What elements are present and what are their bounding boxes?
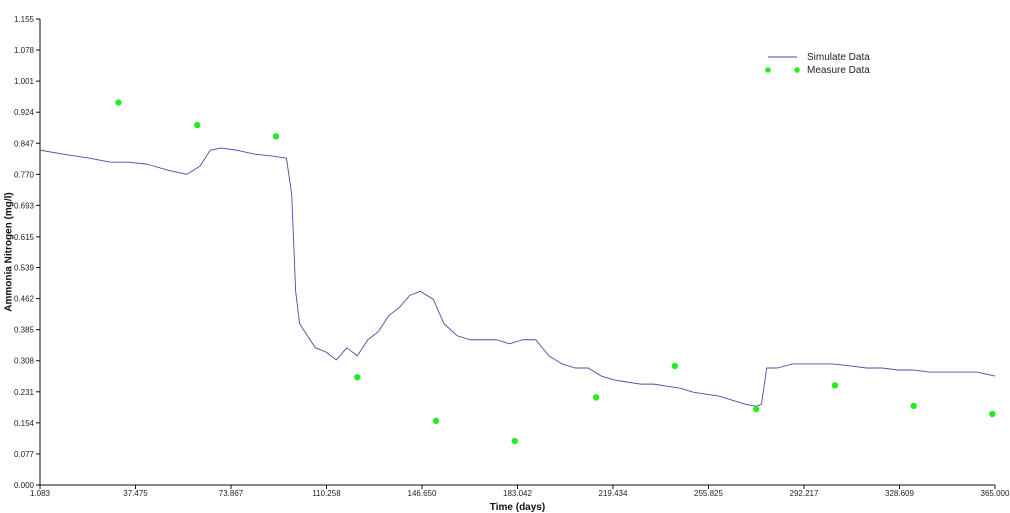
x-ticks: 1.083 37.475 73.867 110.258 146.650 183.042 21… [30,485,1010,498]
measured-data-point [115,99,122,106]
y-tick-label: 0.539 [14,264,35,273]
y-tick-label: 0.308 [14,357,35,366]
y-tick-label: 0.615 [14,233,35,242]
measured-data-point [511,437,518,445]
y-tick-label: 0.693 [14,201,35,210]
y-ticks: 0.000 0.077 0.154 0.231 0.308 0.385 0.462 0.539… [14,15,40,490]
y-tick-label: 1.155 [14,15,35,24]
measured-data-point [592,394,600,401]
x-tick-label: 219.434 [599,489,628,498]
x-tick-label: 292.217 [790,489,819,498]
y-tick-label: 0.847 [14,139,35,148]
y-tick-label: 0.154 [14,419,35,428]
measured-data-point [272,133,280,140]
x-tick-label: 365.000 [981,489,1010,498]
y-axis-title: Ammonia Nitrogen (mg/l) [4,192,15,311]
legend-measured-dot [794,67,800,73]
legend-simulated-label: Simulate Data [807,52,870,63]
x-tick-label: 183.042 [503,489,532,498]
measured-data-point [671,362,679,370]
y-tick-label: 1.001 [14,77,35,86]
measured-data-point [752,405,760,413]
x-tick-label: 110.258 [312,489,341,498]
legend-measured-dot [765,67,771,73]
measured-data-point [831,382,839,389]
legend: Simulate Data Measure Data [765,52,870,76]
x-axis-title: Time (days) [490,502,545,513]
x-tick-label: 328.609 [885,489,914,498]
y-tick-label: 0.077 [14,450,35,459]
x-tick-label: 146.650 [408,489,437,498]
y-tick-label: 0.770 [14,170,35,179]
measured-data-point [194,121,201,129]
y-tick-label: 0.462 [14,295,35,304]
measured-data-point [910,402,917,410]
y-tick-label: 0.000 [14,481,35,490]
series-layer [39,99,996,445]
y-tick-label: 0.924 [14,108,35,117]
y-tick-label: 1.078 [14,46,35,55]
x-tick-label: 255.825 [694,489,723,498]
x-tick-label: 37.475 [123,489,148,498]
measured-data-point [354,374,361,381]
measured-data-point [989,410,996,418]
x-tick-label: 73.867 [219,489,244,498]
y-tick-label: 0.385 [14,326,35,335]
plot-area: 0.000 0.077 0.154 0.231 0.308 0.385 0.462 0.539… [14,15,1010,498]
x-tick-label: 1.083 [30,489,51,498]
simulated-data-line [39,147,996,407]
y-tick-label: 0.231 [14,388,35,397]
legend-measured-label: Measure Data [807,65,870,76]
measured-data-point [432,417,440,425]
